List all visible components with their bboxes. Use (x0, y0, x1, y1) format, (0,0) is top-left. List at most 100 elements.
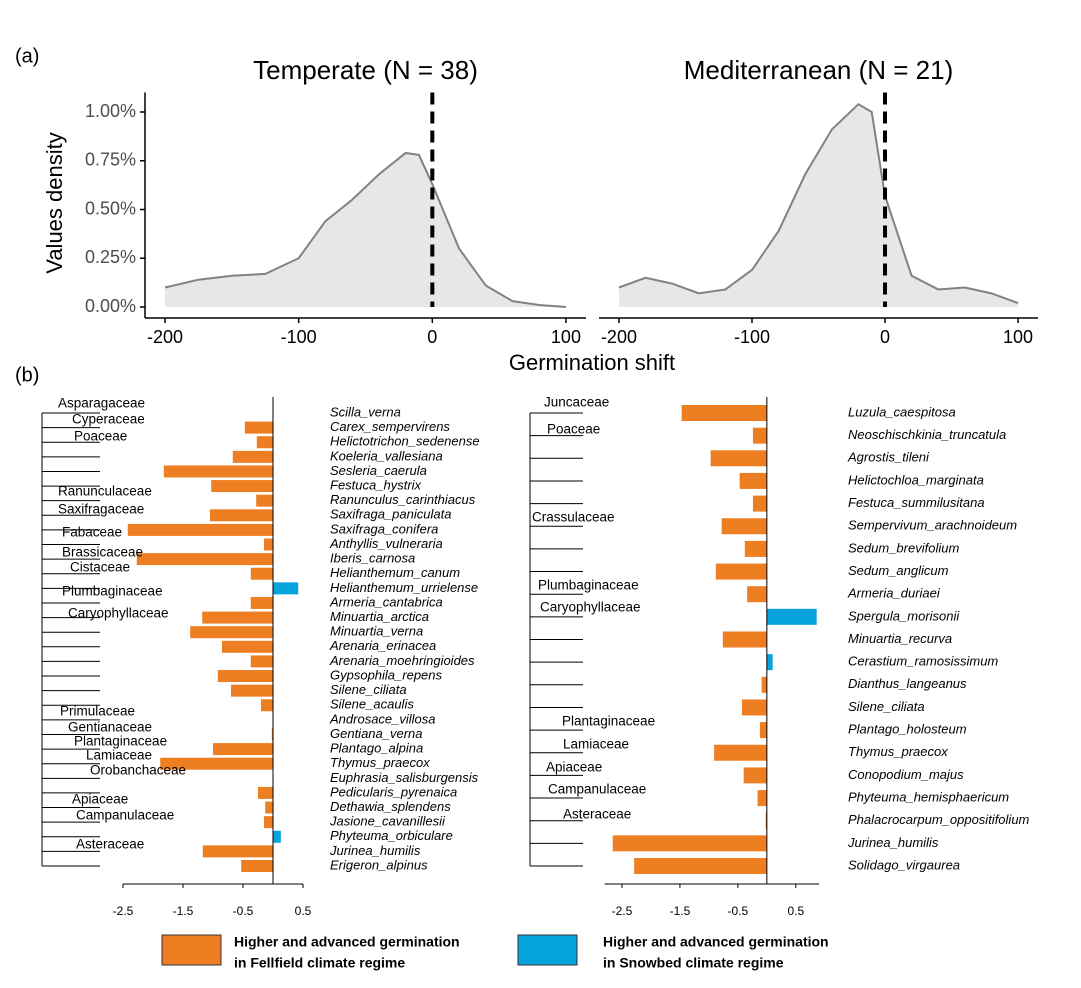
density-line (164, 151, 567, 308)
family-label: Brassicaceae (62, 545, 143, 560)
bar (231, 684, 273, 697)
species-label: Festuca_summilusitana (848, 495, 985, 510)
bar (202, 611, 273, 624)
family-label: Caryophyllaceae (540, 600, 641, 615)
species-label: Scilla_verna (330, 404, 401, 419)
x-tick-label: -100 (281, 327, 317, 347)
bar (747, 586, 767, 603)
species-label: Armeria_duriaei (847, 586, 941, 601)
species-label: Jasione_cavanillesii (329, 814, 446, 829)
species-label: Helictochloa_marginata (848, 472, 984, 487)
species-label: Erigeron_alpinus (330, 857, 428, 872)
family-label: Apiaceae (72, 792, 128, 807)
x-tick-label: -1.5 (670, 904, 691, 918)
chart-title: Temperate (N = 38) (253, 55, 478, 85)
x-tick-label: -2.5 (612, 904, 633, 918)
legend-label: in Snowbed climate regime (603, 955, 784, 971)
bar (264, 816, 273, 829)
species-label: Spergula_morisonii (848, 608, 960, 623)
bar (761, 676, 767, 693)
density-fill (618, 104, 1019, 307)
bar (256, 494, 273, 507)
y-tick-label: 0.75% (85, 150, 136, 170)
species-label: Phalacrocarpum_oppositifolium (848, 812, 1030, 827)
species-label: Helictotrichon_sedenense (330, 434, 480, 449)
x-tick-label: -0.5 (728, 904, 749, 918)
species-label: Saxifraga_conifera (330, 521, 438, 536)
y-tick-label: 0.25% (85, 247, 136, 267)
legend-swatch (517, 934, 578, 966)
y-axis-label: Values density (42, 132, 67, 273)
family-label: Plantaginaceae (74, 734, 167, 749)
x-axis-label: Germination shift (509, 350, 675, 375)
species-label: Arenaria_moehringioides (329, 653, 475, 668)
bar (256, 436, 273, 449)
species-label: Thymus_praecox (330, 755, 430, 770)
bar (160, 757, 273, 770)
bar (759, 722, 767, 739)
x-tick-label: -1.5 (173, 904, 194, 918)
bar (715, 563, 767, 580)
family-label: Ranunculaceae (58, 484, 152, 499)
panel-label: (b) (15, 364, 39, 386)
legend-label: in Fellfield climate regime (234, 955, 405, 971)
species-label: Gentiana_verna (330, 726, 423, 741)
bar (163, 465, 273, 478)
family-label: Poaceae (74, 429, 127, 444)
species-label: Androsace_villosa (329, 711, 436, 726)
density-fill (165, 152, 566, 307)
species-label: Iberis_carnosa (330, 551, 415, 566)
family-label: Asparagaceae (58, 396, 145, 411)
x-tick-label: 0 (880, 327, 890, 347)
bar (743, 767, 767, 784)
species-label: Minuartia_verna (330, 624, 423, 639)
bar (190, 626, 273, 639)
bar (766, 608, 817, 625)
bar (250, 596, 273, 609)
x-tick-label: -100 (734, 327, 770, 347)
species-label: Sedum_brevifolium (848, 540, 959, 555)
bar (217, 670, 273, 683)
bar (722, 631, 767, 648)
family-label: Caryophyllaceae (68, 606, 169, 621)
x-tick-label: -200 (147, 327, 183, 347)
x-tick-label: 100 (551, 327, 581, 347)
species-label: Minuartia_recurva (848, 631, 952, 646)
bar (273, 582, 299, 595)
bar (250, 655, 273, 668)
x-tick-label: 100 (1003, 327, 1033, 347)
legend-label: Higher and advanced germination (603, 934, 829, 950)
bar (265, 801, 273, 814)
x-tick-label: 0 (427, 327, 437, 347)
bar (258, 786, 273, 799)
species-label: Minuartia_arctica (330, 609, 429, 624)
family-label: Campanulaceae (76, 808, 174, 823)
species-label: Agrostis_tileni (847, 450, 930, 465)
bar (710, 450, 767, 467)
species-label: Phyteuma_orbiculare (330, 828, 453, 843)
bar (681, 405, 767, 421)
bar (202, 845, 273, 858)
family-label: Cyperaceae (72, 412, 145, 427)
bar (222, 640, 273, 653)
species-label: Plantago_holosteum (848, 722, 967, 737)
species-label: Neoschischkinia_truncatula (848, 427, 1006, 442)
species-label: Jurinea_humilis (329, 843, 421, 858)
species-label: Arenaria_erinacea (329, 638, 436, 653)
family-label: Fabaceae (62, 525, 122, 540)
species-label: Armeria_cantabrica (329, 594, 443, 609)
species-label: Sesleria_caerula (330, 463, 427, 478)
species-label: Pedicularis_pyrenaica (330, 784, 457, 799)
species-label: Ranunculus_carinthiacus (330, 492, 476, 507)
species-label: Luzula_caespitosa (848, 404, 956, 419)
bar (766, 654, 773, 671)
legend-label: Higher and advanced germination (234, 934, 460, 950)
family-label: Primulaceae (60, 704, 135, 719)
x-tick-label: 0.5 (787, 904, 804, 918)
bar (264, 538, 273, 551)
bar (210, 509, 273, 522)
family-label: Crassulaceae (532, 510, 615, 525)
density-line (618, 102, 1019, 305)
species-label: Sempervivum_arachnoideum (848, 518, 1017, 533)
